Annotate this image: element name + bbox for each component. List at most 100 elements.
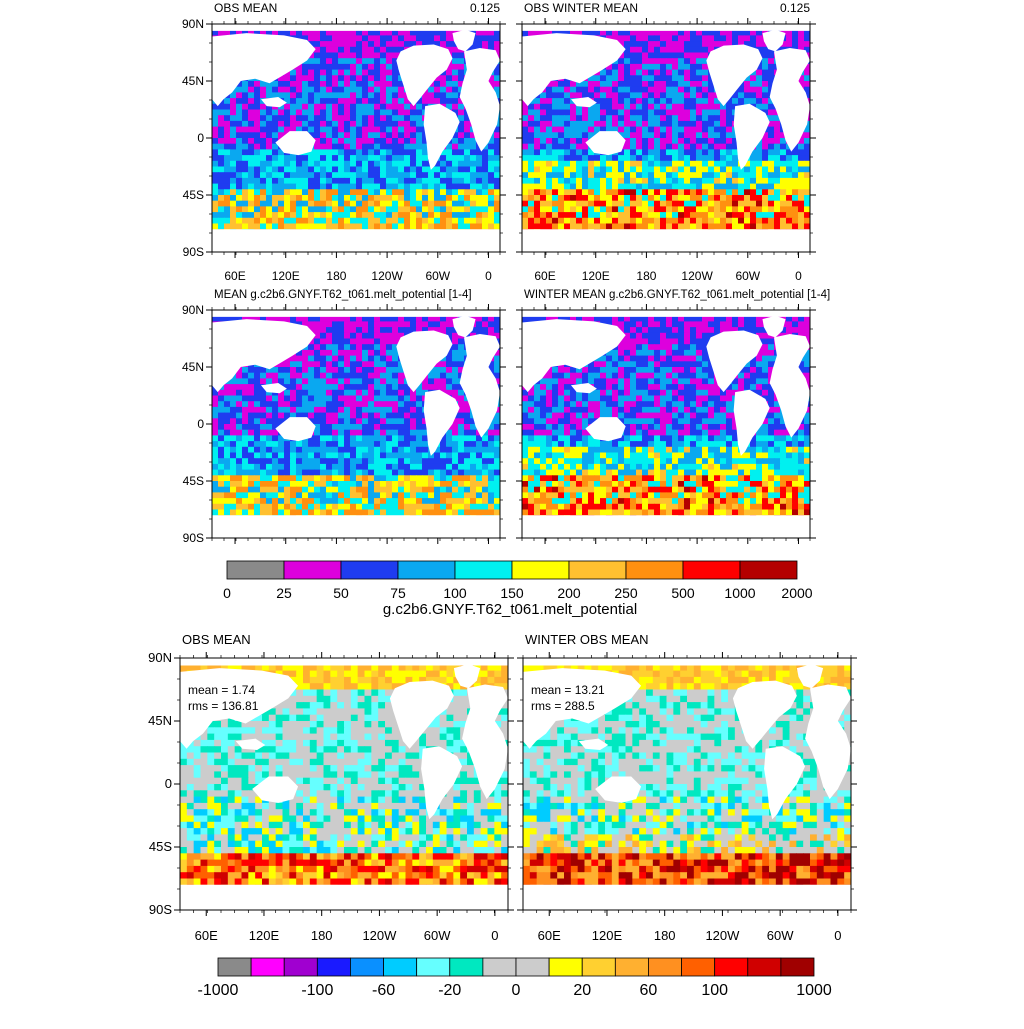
data-field bbox=[522, 24, 811, 253]
lon-label: 0 bbox=[485, 269, 492, 283]
colorbar-bottom-label: -20 bbox=[438, 982, 461, 999]
lat-label: 45N bbox=[182, 74, 204, 88]
lat-label: 90N bbox=[148, 650, 172, 665]
colorbar-top-label: 200 bbox=[557, 585, 581, 601]
colorbar-top-swatch bbox=[284, 561, 341, 579]
panel-title: WINTER MEAN g.c2b6.GNYF.T62_t061.melt_po… bbox=[524, 289, 830, 301]
map-panel-4: WINTER MEAN g.c2b6.GNYF.T62_t061.melt_po… bbox=[516, 289, 830, 544]
lat-label: 45S bbox=[149, 839, 172, 854]
colorbar-top-label: 250 bbox=[614, 585, 638, 601]
colorbar-bottom-swatch bbox=[648, 958, 681, 976]
data-field bbox=[522, 310, 811, 539]
colorbar-bottom-swatch bbox=[218, 958, 251, 976]
lon-label: 60E bbox=[195, 928, 218, 943]
lat-label: 90S bbox=[149, 902, 172, 917]
colorbar-top-label: 100 bbox=[443, 585, 467, 601]
colorbar-bottom-swatch bbox=[417, 958, 450, 976]
colorbar-bottom-label: 20 bbox=[573, 982, 591, 999]
colorbar-top-swatch bbox=[683, 561, 740, 579]
colorbar-bottom-swatch bbox=[748, 958, 781, 976]
colorbar-top-swatch bbox=[341, 561, 398, 579]
colorbar-bottom-swatch bbox=[682, 958, 715, 976]
colorbar-bottom-label: 0 bbox=[512, 982, 521, 999]
data-field bbox=[212, 310, 501, 539]
colorbar-top-label: 25 bbox=[276, 585, 292, 601]
colorbar-bottom-label: 100 bbox=[701, 982, 728, 999]
lon-label: 60W bbox=[424, 928, 451, 943]
stat-mean: mean = 13.21 bbox=[531, 683, 605, 697]
colorbar-top-swatch bbox=[740, 561, 797, 579]
colorbar-bottom-swatch bbox=[615, 958, 648, 976]
lon-label: 180 bbox=[636, 269, 656, 283]
lon-label: 120W bbox=[705, 928, 740, 943]
colorbar-bottom-swatch bbox=[350, 958, 383, 976]
lon-label: 180 bbox=[654, 928, 676, 943]
lon-label: 60W bbox=[767, 928, 794, 943]
panel-title: WINTER OBS MEAN bbox=[525, 632, 649, 647]
colorbar-bottom-swatch bbox=[715, 958, 748, 976]
colorbar-bottom-swatch bbox=[384, 958, 417, 976]
colorbar-bottom-label: -100 bbox=[301, 982, 333, 999]
panel-title: OBS MEAN bbox=[182, 632, 251, 647]
lon-label: 120W bbox=[362, 928, 397, 943]
colorbar-top-swatch bbox=[227, 561, 284, 579]
colorbar-top-swatch bbox=[512, 561, 569, 579]
colorbar-bottom-swatch bbox=[549, 958, 582, 976]
lon-label: 0 bbox=[834, 928, 841, 943]
lat-label: 0 bbox=[197, 131, 204, 145]
panel-title: OBS MEAN bbox=[214, 1, 277, 15]
lat-label: 45S bbox=[183, 188, 204, 202]
colorbar-top-swatch bbox=[569, 561, 626, 579]
lon-label: 120W bbox=[681, 269, 713, 283]
lon-label: 60E bbox=[538, 928, 561, 943]
lon-label: 180 bbox=[311, 928, 333, 943]
panel-contour-interval: 0.125 bbox=[470, 1, 500, 15]
lat-label: 90N bbox=[182, 303, 204, 317]
panel-contour-interval: 0.125 bbox=[780, 1, 810, 15]
colorbar-top-swatch bbox=[626, 561, 683, 579]
lat-label: 90S bbox=[183, 245, 204, 259]
lon-label: 120E bbox=[592, 928, 623, 943]
lon-label: 120W bbox=[371, 269, 403, 283]
stat-rms: rms = 288.5 bbox=[531, 699, 595, 713]
lat-label: 0 bbox=[197, 417, 204, 431]
lon-label: 60E bbox=[224, 269, 245, 283]
lon-label: 120E bbox=[272, 269, 300, 283]
colorbar-top-label: 50 bbox=[333, 585, 349, 601]
colorbar-bottom-label: -60 bbox=[372, 982, 395, 999]
stat-rms: rms = 136.81 bbox=[188, 699, 259, 713]
lon-label: 120E bbox=[582, 269, 610, 283]
panels-layer: 90N 45N 0 45S 90S 60E 120E 180 120W 60W 0 OBS MEAN 0… bbox=[148, 1, 857, 943]
colorbar-top-label: 150 bbox=[500, 585, 524, 601]
colorbar-bottom-swatch bbox=[582, 958, 615, 976]
data-field bbox=[212, 24, 501, 253]
colorbar-top-swatch bbox=[398, 561, 455, 579]
colorbar-bottom-swatch bbox=[516, 958, 549, 976]
colorbar-bottom-label: -1000 bbox=[198, 982, 239, 999]
lat-label: 45S bbox=[183, 474, 204, 488]
lon-label: 120E bbox=[249, 928, 280, 943]
lon-label: 60W bbox=[735, 269, 760, 283]
stat-mean: mean = 1.74 bbox=[188, 683, 255, 697]
lon-label: 60W bbox=[425, 269, 450, 283]
colorbar-bottom-swatch bbox=[450, 958, 483, 976]
colorbar-bottom-swatch bbox=[317, 958, 350, 976]
panel-title: OBS WINTER MEAN bbox=[524, 1, 638, 15]
lat-label: 0 bbox=[165, 776, 172, 791]
colorbar-top-swatch bbox=[455, 561, 512, 579]
colorbar-bottom-label: 1000 bbox=[796, 982, 832, 999]
map-panel-6: 60E 120E 180 120W 60W 0 WINTER OBS MEAN mean = … bbox=[517, 632, 857, 943]
colorbar-bottom-swatch bbox=[284, 958, 317, 976]
colorbar-top-label: 0 bbox=[223, 585, 231, 601]
colorbar-top-title: g.c2b6.GNYF.T62_t061.melt_potential bbox=[383, 601, 637, 618]
colorbar-bottom-swatch bbox=[483, 958, 516, 976]
lon-label: 180 bbox=[326, 269, 346, 283]
